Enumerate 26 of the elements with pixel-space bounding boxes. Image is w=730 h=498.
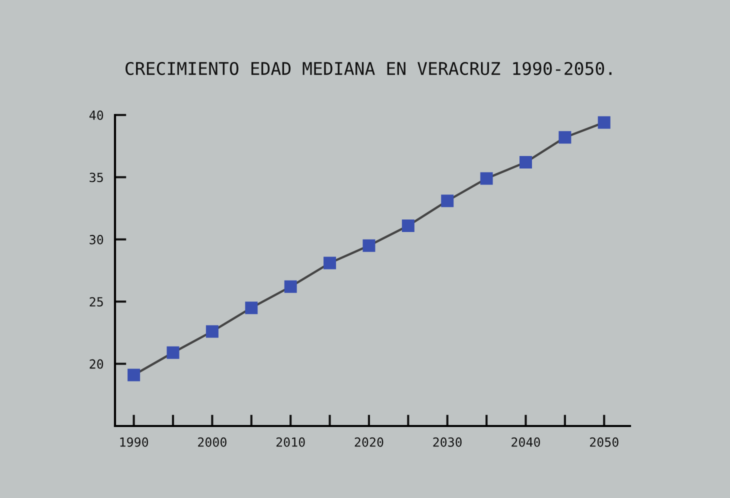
point	[324, 256, 336, 270]
x-tick-label: 2000	[198, 437, 226, 447]
point	[128, 368, 140, 382]
point	[598, 116, 610, 129]
point	[166, 346, 180, 359]
point	[362, 239, 376, 252]
x-tick-label: 1990	[120, 437, 148, 447]
point	[284, 280, 297, 293]
x-tick-label: 2020	[354, 437, 384, 447]
x-tick-label: 2050	[590, 437, 618, 447]
point	[245, 302, 258, 314]
x-tick-label: 2040	[512, 437, 540, 447]
point	[480, 172, 493, 185]
point	[402, 219, 414, 232]
point	[558, 131, 572, 144]
y-tick-label: 35	[90, 172, 103, 182]
x-tick-label: 2010	[276, 437, 305, 447]
point	[441, 194, 454, 208]
y-tick-label: 25	[90, 297, 103, 307]
point	[206, 325, 218, 338]
chart-title: CRECIMIENTO EDAD MEDIANA EN VERACRUZ 1990-2050.	[126, 62, 612, 76]
y-tick-label: 20	[90, 359, 104, 369]
y-tick-label: 30	[90, 234, 104, 244]
point	[519, 156, 532, 169]
y-tick-label: 40	[89, 110, 104, 120]
x-tick-label: 2030	[433, 437, 462, 447]
